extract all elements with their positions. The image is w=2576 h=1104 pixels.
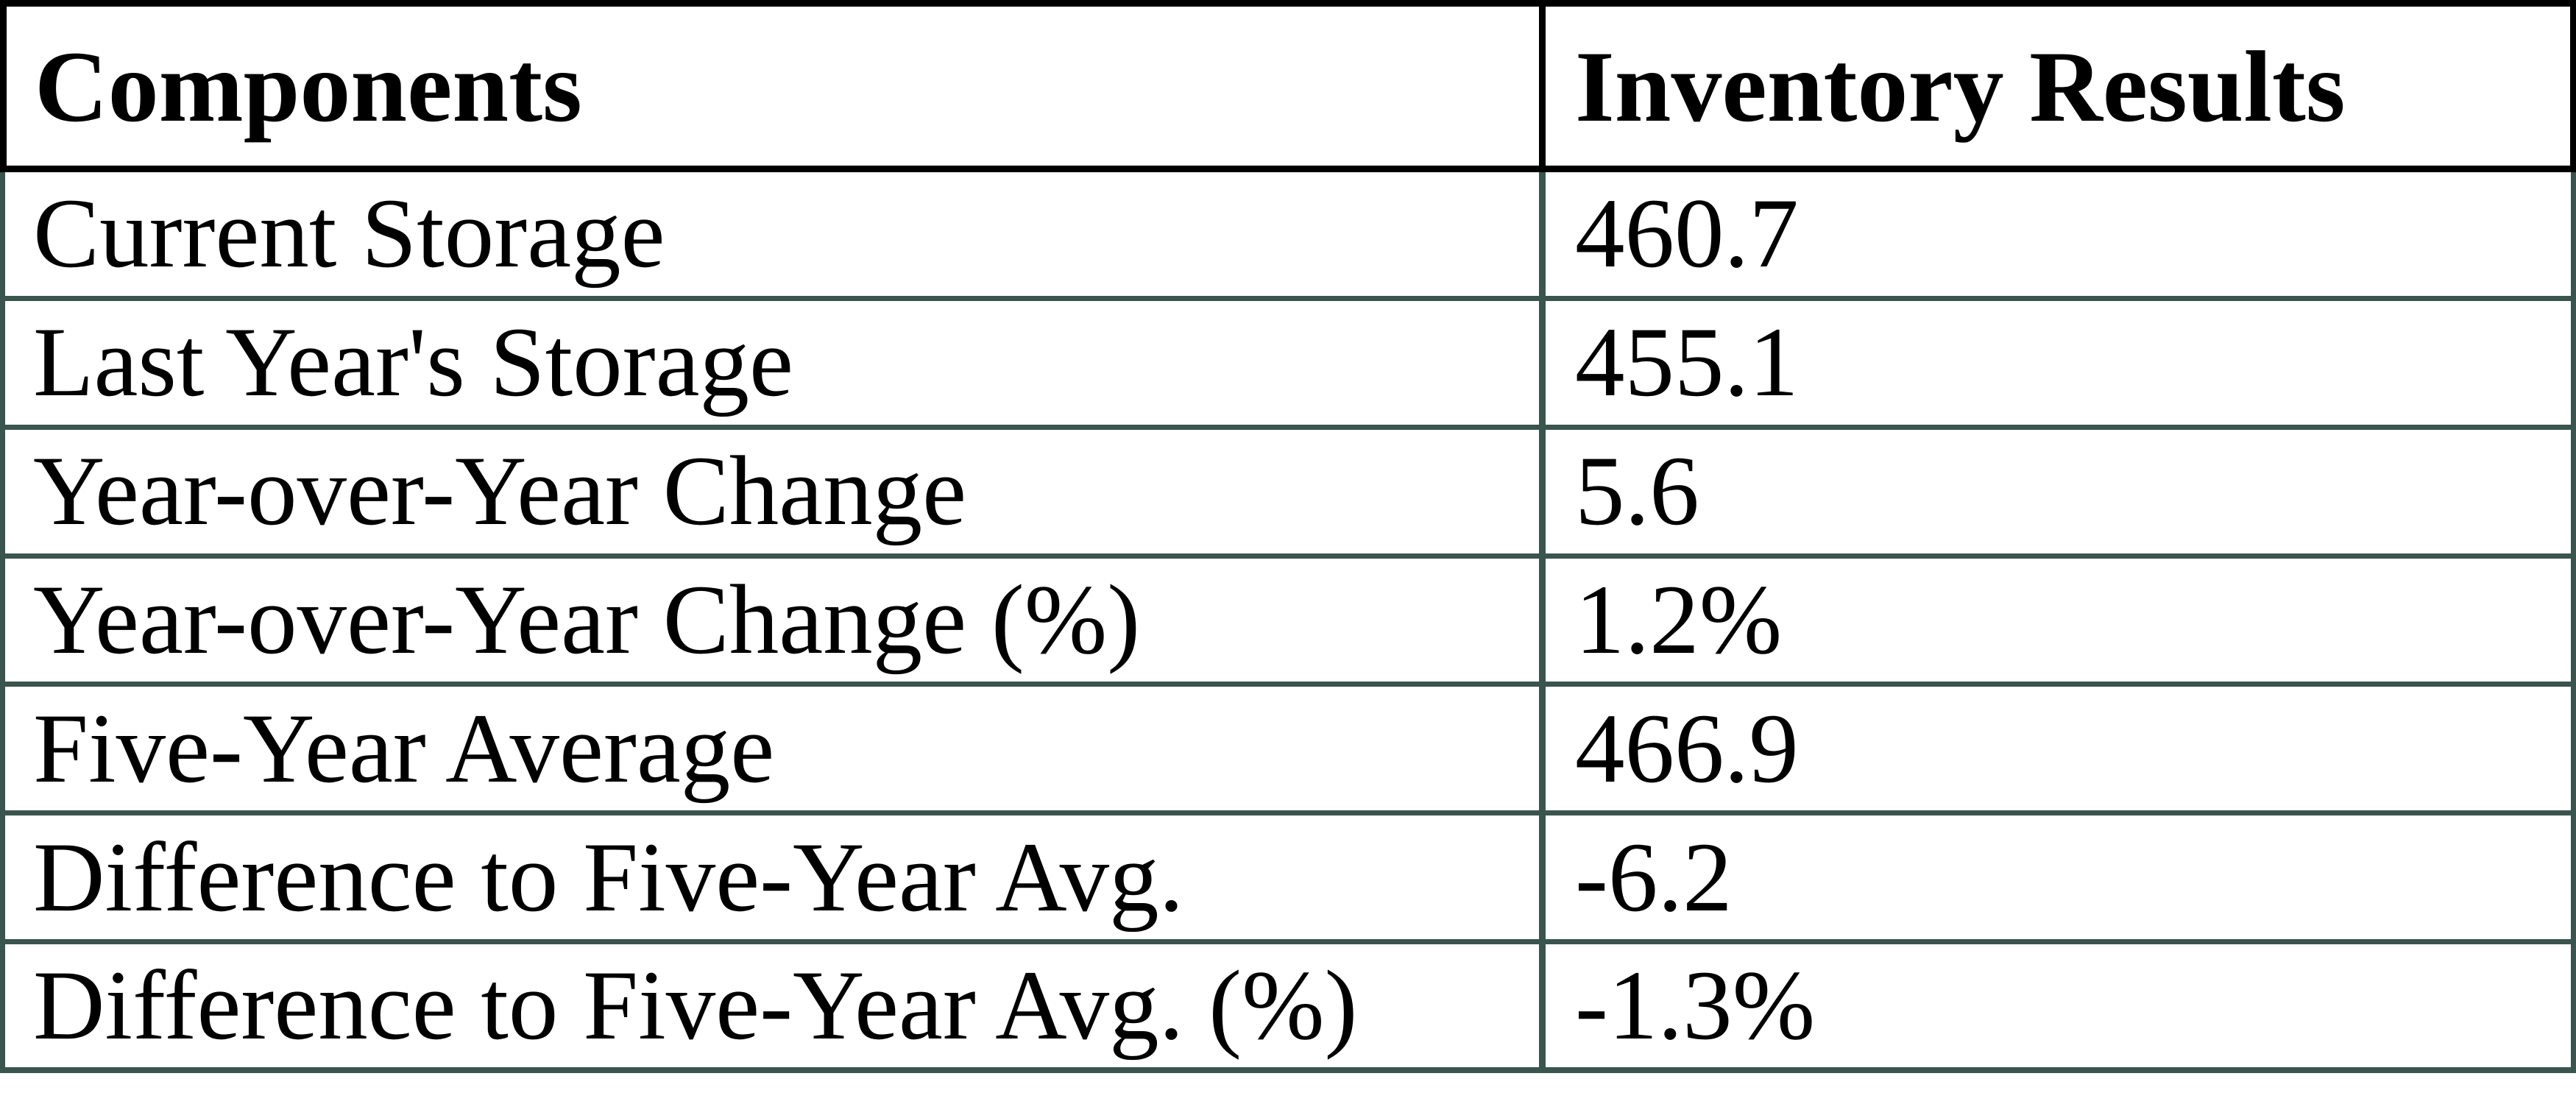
result-value: 455.1 — [1575, 308, 1799, 418]
result-cell: 466.9 — [1546, 687, 2576, 816]
component-label: Difference to Five-Year Avg. (%) — [33, 951, 1358, 1061]
result-cell: 1.2% — [1546, 558, 2576, 687]
component-label: Year-over-Year Change (%) — [33, 565, 1141, 675]
result-value: 5.6 — [1575, 436, 1699, 547]
result-cell: -6.2 — [1546, 815, 2576, 945]
component-cell: Difference to Five-Year Avg. — [0, 815, 1546, 945]
components-header-cell: Components — [0, 0, 1546, 172]
result-cell: 460.7 — [1546, 172, 2576, 301]
component-cell: Five-Year Average — [0, 687, 1546, 816]
component-label: Current Storage — [33, 179, 665, 289]
component-cell: Current Storage — [0, 172, 1546, 301]
results-header-label: Inventory Results — [1575, 29, 2346, 143]
result-cell: 455.1 — [1546, 300, 2576, 430]
component-cell: Year-over-Year Change (%) — [0, 558, 1546, 687]
inventory-table: Components Inventory Results Current Sto… — [0, 0, 2576, 1073]
result-value: 466.9 — [1575, 693, 1799, 804]
result-value: 460.7 — [1575, 179, 1799, 289]
components-header-label: Components — [35, 29, 582, 143]
result-cell: -1.3% — [1546, 944, 2576, 1073]
component-label: Difference to Five-Year Avg. — [33, 822, 1184, 933]
component-label: Year-over-Year Change — [33, 436, 967, 547]
component-cell: Difference to Five-Year Avg. (%) — [0, 944, 1546, 1073]
result-value: -6.2 — [1575, 822, 1733, 933]
result-value: 1.2% — [1575, 565, 1783, 675]
component-cell: Year-over-Year Change — [0, 429, 1546, 559]
component-label: Last Year's Storage — [33, 308, 793, 418]
result-cell: 5.6 — [1546, 429, 2576, 559]
component-cell: Last Year's Storage — [0, 300, 1546, 430]
result-value: -1.3% — [1575, 951, 1816, 1061]
component-label: Five-Year Average — [33, 693, 775, 804]
results-header-cell: Inventory Results — [1546, 0, 2576, 172]
